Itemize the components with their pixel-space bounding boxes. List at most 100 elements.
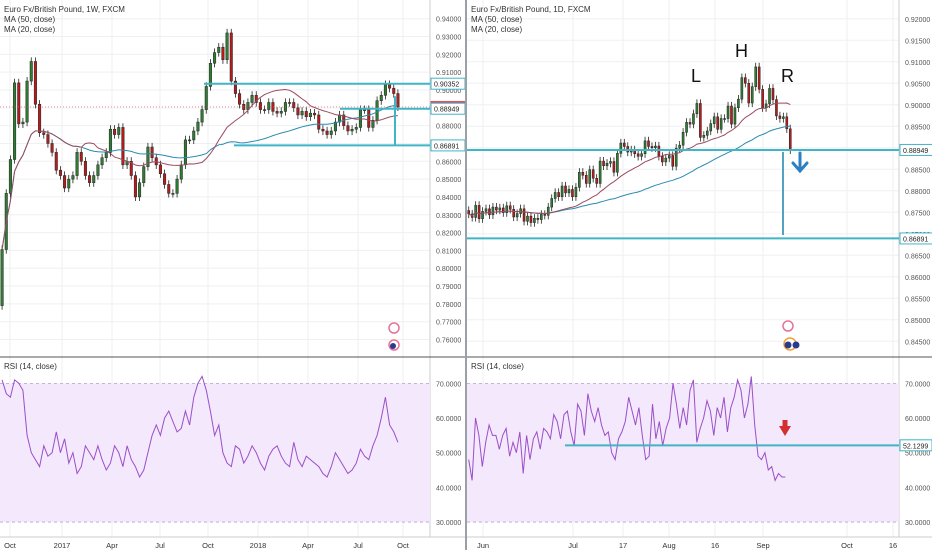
candle [744,77,747,84]
candle [726,105,730,119]
candle [709,123,713,132]
candle [379,95,383,101]
candle [279,111,283,114]
candle [129,161,133,176]
candle [685,122,688,133]
candle [121,127,125,166]
candle [100,157,104,166]
daily-chart-pane[interactable]: 0.92000 0.91500 0.91000 0.90500 0.90000 0.895… [467,0,932,550]
y-tick-label: 0.76000 [436,338,461,345]
x-tick-label: Apr [302,541,314,550]
y-tick-label: 0.90500 [905,81,930,88]
y-tick-label: 0.91000 [905,60,930,67]
y-tick-label: 0.92000 [436,52,461,59]
candle [250,95,254,103]
candle [29,61,33,82]
candle [233,80,237,94]
candle [304,111,308,117]
candle [477,205,481,219]
rsi-tick-label: 50.0000 [436,451,461,458]
x-tick-label: Aug [662,541,675,550]
candle [221,46,225,60]
ma20-line [468,102,791,217]
candle [747,83,751,104]
candle [325,130,329,135]
candle [657,145,661,157]
candle [695,103,699,115]
y-tick-label: 0.87500 [905,210,930,217]
y-tick-label: 0.88500 [905,167,930,174]
candle [142,166,146,183]
candle [571,189,574,198]
candle [688,122,692,125]
candle [557,192,560,198]
candle [363,109,367,111]
y-tick-label: 0.88000 [905,189,930,196]
ma20-legend: MA (20, close) [4,25,56,34]
candle [612,161,616,173]
x-tick-label: Jul [568,541,578,550]
candle [354,127,358,130]
candle [313,112,317,116]
candle [564,185,567,194]
candle [540,214,543,220]
rsi-tick-label: 30.0000 [436,520,461,527]
candle [498,207,502,211]
pane-divider[interactable] [465,0,467,550]
price-tag-label: 0.88949 [903,148,928,155]
candle [605,162,609,167]
candle [54,152,58,171]
price-tag [899,143,932,156]
candle [674,147,678,167]
y-tick-label: 0.85000 [436,177,461,184]
candle [138,182,142,198]
x-tick-label: Jul [155,541,165,550]
candle [38,103,42,134]
candle [584,175,588,184]
ma20-legend: MA (20, close) [471,25,523,34]
candle [643,140,647,155]
y-tick-label: 0.93000 [436,35,461,42]
candle [42,132,46,135]
candle [271,102,275,112]
candle [292,102,296,109]
candle [133,175,137,198]
daily-chart[interactable]: 0.92000 0.91500 0.91000 0.90500 0.90000 0.895… [467,0,932,550]
candle [275,111,279,114]
candle [775,99,778,117]
weekly-chart-pane[interactable]: 0.940000.930000.920000.910000.900000.890… [0,0,466,550]
candle [171,193,175,195]
candle [67,178,71,189]
candle [757,66,761,90]
candle [267,102,271,110]
candle [640,153,643,157]
candle [188,139,192,142]
candle [117,127,121,135]
pattern-label-head: H [735,41,748,61]
x-tick-label: Apr [106,541,118,550]
y-tick-label: 0.89500 [905,124,930,131]
event-badge-icon [782,320,794,332]
y-tick-label: 0.81000 [436,248,461,255]
candle [88,175,92,183]
candle [150,146,154,158]
candle [392,87,396,94]
y-tick-label: 0.84000 [436,195,461,202]
candle [771,88,775,100]
candle [488,208,491,216]
x-tick-label: 16 [889,541,897,550]
y-tick-label: 0.85000 [905,318,930,325]
rsi-level-label: 52.1299 [903,443,928,450]
x-tick-label: Jun [477,541,489,550]
candle [481,211,484,219]
candle [333,121,337,132]
rsi-line [468,376,786,482]
candle [768,88,771,105]
candle [588,169,592,184]
candle [175,178,179,194]
weekly-chart[interactable]: 0.940000.930000.920000.910000.900000.890… [0,0,466,550]
candle [526,215,529,222]
candle [609,161,612,164]
rsi-tick-label: 70.0000 [436,381,461,388]
candle [574,187,578,198]
